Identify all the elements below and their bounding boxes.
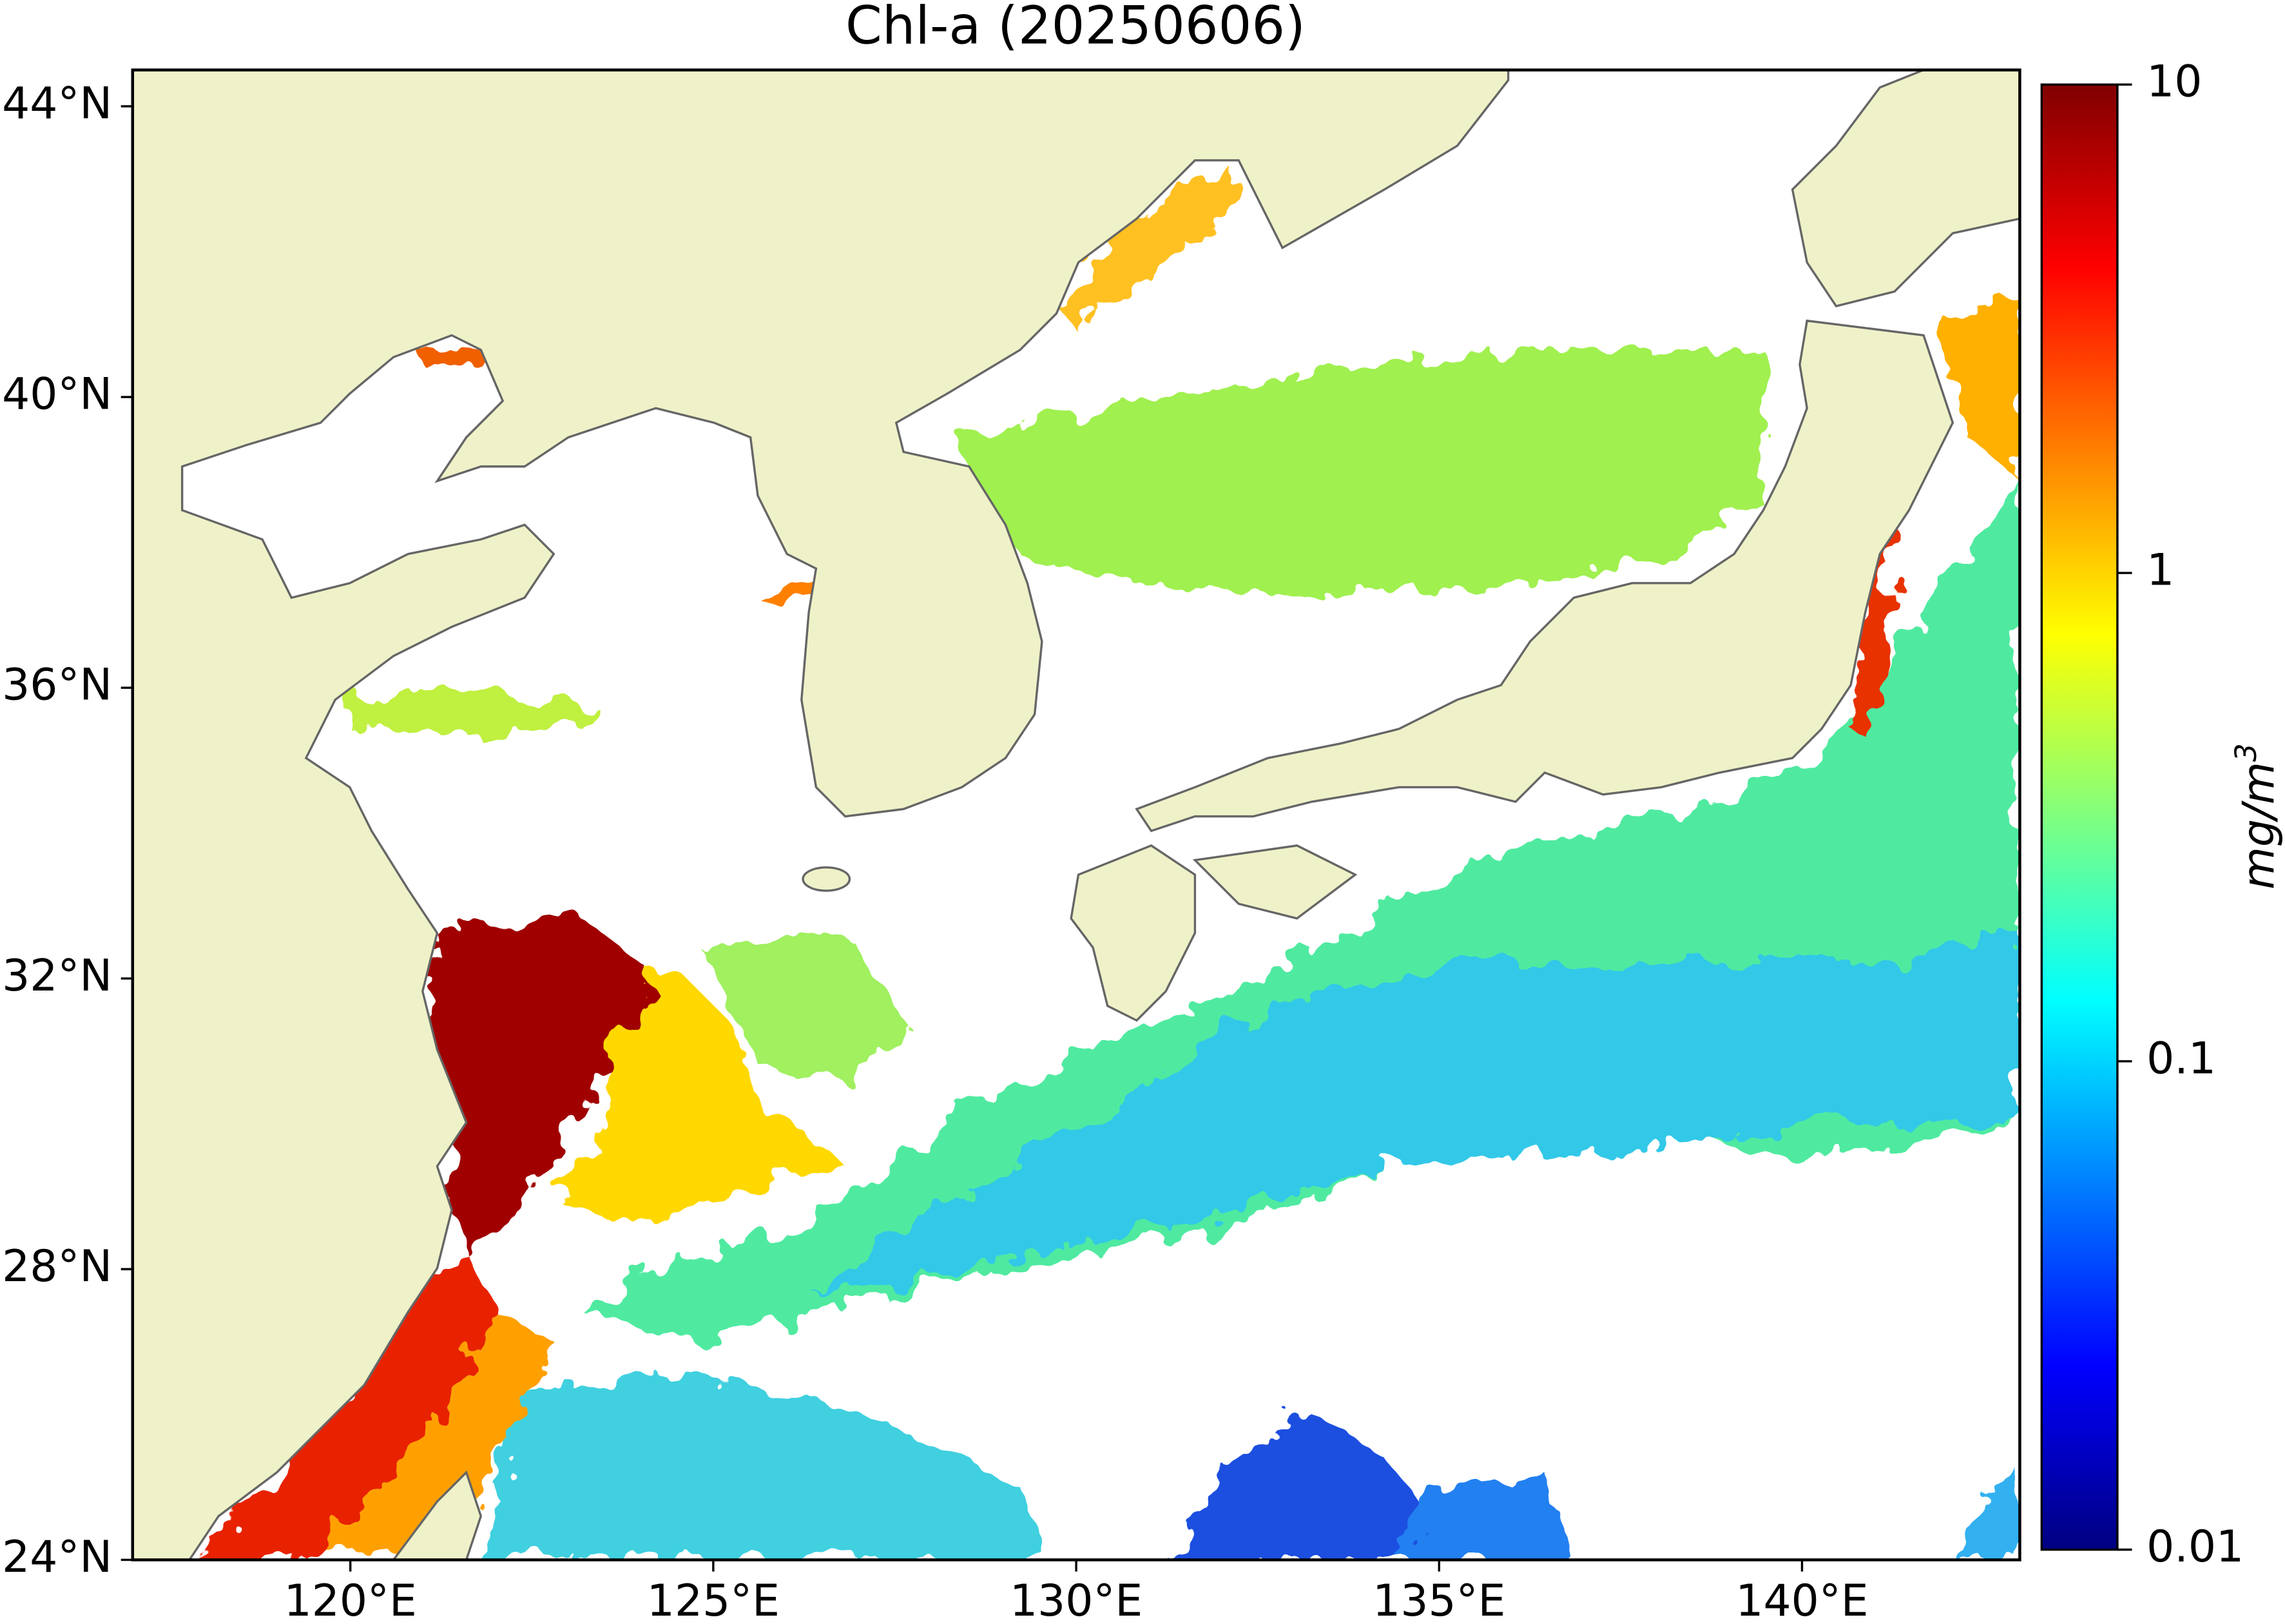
y-tick-label: 32°N [2, 951, 112, 1001]
chl-patch [320, 1311, 554, 1560]
chl-patch [415, 342, 488, 365]
chl-patch [422, 918, 656, 1254]
chl-patch [1938, 291, 2020, 481]
chlorophyll-field [189, 175, 2020, 1560]
colorbar-tick-label: 0.1 [2146, 1033, 2216, 1084]
chl-patch [1952, 1472, 2020, 1560]
y-tick-label: 24°N [2, 1532, 112, 1583]
x-tick-label: 125°E [647, 1576, 780, 1624]
x-tick-label: 135°E [1373, 1576, 1505, 1624]
title: Chl-a (20250606) [845, 0, 1306, 57]
shikoku [1192, 844, 1358, 920]
honshu [1135, 319, 1954, 833]
x-tick-label: 130°E [1010, 1576, 1142, 1624]
chl-patch [349, 685, 598, 737]
map [132, 70, 2020, 1560]
chl-patch [583, 481, 2020, 1342]
kyushu [1070, 844, 1197, 1022]
y-tick-label: 44°N [2, 79, 112, 130]
chl-patch [1166, 1414, 1443, 1560]
chl-patch [961, 349, 1779, 598]
colorbar-unit: mg/m [2233, 762, 2284, 889]
chl-patch [699, 933, 904, 1079]
colorbar-unit-superscript: 3 [2229, 743, 2263, 762]
chl-patch [481, 1370, 1050, 1560]
x-tick-label: 120°E [284, 1576, 417, 1624]
colorbar-tick-label: 0.01 [2146, 1522, 2244, 1572]
chl-patch [816, 933, 2020, 1298]
colorbar [2040, 83, 2119, 1551]
y-tick-label: 36°N [2, 660, 112, 711]
colorbar-tick-label: 1 [2146, 545, 2174, 596]
chl-patch [1063, 175, 1239, 333]
colorbar-label: mg/m3 [2229, 743, 2284, 889]
chl-patch [1399, 1472, 1574, 1560]
x-tick-label: 140°E [1735, 1576, 1868, 1624]
chl-patch [1851, 510, 1895, 744]
hokkaido [1791, 70, 2020, 307]
taiwan [392, 1470, 483, 1560]
jeju [802, 866, 851, 892]
colorbar-tick-label: 10 [2146, 57, 2202, 108]
y-tick-label: 40°N [2, 369, 112, 420]
mainland [132, 70, 1510, 1560]
y-tick-label: 28°N [2, 1241, 112, 1292]
